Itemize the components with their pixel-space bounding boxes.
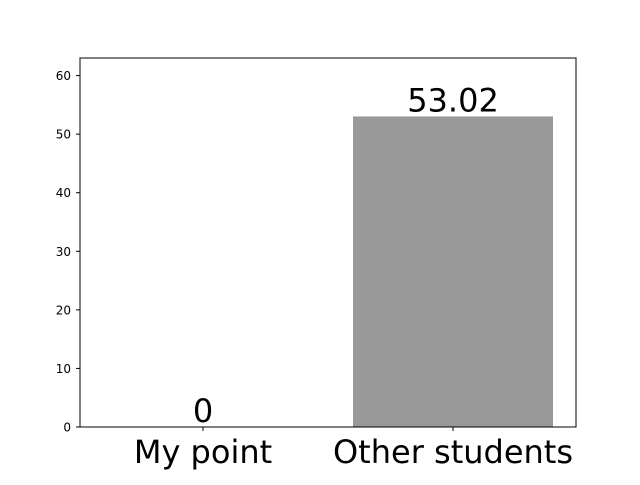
y-axis: 0 10 20 30 40 50 60 xyxy=(56,69,80,435)
y-tick-label: 30 xyxy=(56,245,71,259)
y-tick-label: 60 xyxy=(56,69,71,83)
y-tick-label: 50 xyxy=(56,128,71,142)
x-axis: My point Other students xyxy=(134,427,573,471)
bars-layer xyxy=(353,116,553,427)
bar-value-label: 0 xyxy=(193,392,213,430)
y-tick-label: 10 xyxy=(56,362,71,376)
x-tick-label: Other students xyxy=(333,433,573,471)
y-tick-label: 40 xyxy=(56,186,71,200)
y-tick-label: 20 xyxy=(56,303,71,317)
y-tick-label: 0 xyxy=(63,421,71,435)
bar-value-label: 53.02 xyxy=(407,81,499,119)
plot-area-frame xyxy=(79,57,577,428)
data-labels: 053.02 xyxy=(193,81,499,430)
x-tick-label: My point xyxy=(134,433,272,471)
bar-other-students xyxy=(353,116,553,427)
